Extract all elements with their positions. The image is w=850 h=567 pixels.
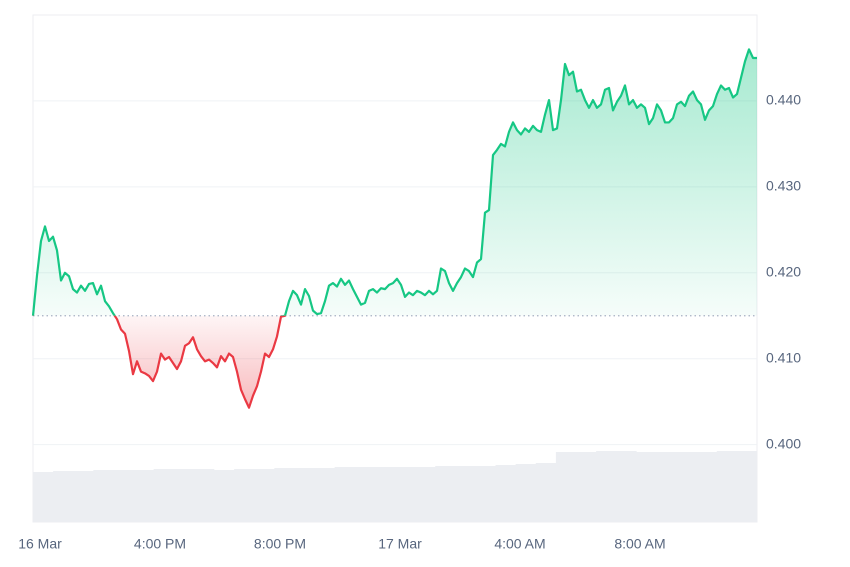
x-tick-label: 17 Mar xyxy=(378,536,422,552)
price-line-up xyxy=(31,48,757,316)
volume-bar xyxy=(676,452,697,522)
volume-bar xyxy=(294,468,315,522)
y-tick-label: 0.400 xyxy=(766,435,801,451)
volume-bar xyxy=(515,464,537,522)
x-tick-label: 4:00 PM xyxy=(134,536,186,552)
volume-bar xyxy=(234,469,255,522)
x-tick-label: 16 Mar xyxy=(18,536,62,552)
y-tick-label: 0.430 xyxy=(766,178,801,194)
volume-bar xyxy=(334,467,356,522)
area-fill-down xyxy=(33,315,757,408)
y-tick-label: 0.410 xyxy=(766,349,801,365)
volume-bar xyxy=(435,466,456,522)
volume-bar xyxy=(696,452,718,522)
volume-bar xyxy=(73,471,94,522)
volume-bar xyxy=(254,469,275,522)
price-line-down xyxy=(33,315,287,409)
volume-bar xyxy=(133,470,154,522)
volume-bar xyxy=(314,468,335,522)
volume-bar xyxy=(495,465,516,522)
x-tick-label: 8:00 PM xyxy=(254,536,306,552)
area-fill-up xyxy=(33,49,757,316)
volume-bar xyxy=(415,467,436,522)
volume-bar xyxy=(214,470,235,522)
volume-bar xyxy=(736,451,758,522)
volume-bar xyxy=(616,451,637,522)
volume-bar xyxy=(475,466,496,522)
volume-bar xyxy=(33,472,54,522)
volume-bar xyxy=(576,452,597,522)
volume-bar xyxy=(193,469,215,522)
volume-bar xyxy=(113,470,134,522)
volume-bar xyxy=(455,466,476,522)
volume-bar xyxy=(535,463,557,522)
volume-bar xyxy=(656,452,677,522)
x-tick-label: 4:00 AM xyxy=(494,536,545,552)
volume-bar xyxy=(354,467,376,522)
volume-bar xyxy=(153,469,175,522)
volume-bar xyxy=(636,452,657,522)
volume-bar xyxy=(93,470,114,522)
y-tick-label: 0.420 xyxy=(766,263,801,279)
volume-bar xyxy=(173,469,195,522)
x-tick-label: 8:00 AM xyxy=(614,536,665,552)
volume-bar xyxy=(395,467,416,522)
volume-bar xyxy=(555,452,577,522)
volume-bar xyxy=(596,451,617,522)
volume-bar xyxy=(274,468,295,522)
volume-bar xyxy=(53,471,74,522)
y-tick-label: 0.440 xyxy=(766,92,801,108)
volume-bar xyxy=(374,467,396,522)
volume-bar xyxy=(716,451,738,522)
